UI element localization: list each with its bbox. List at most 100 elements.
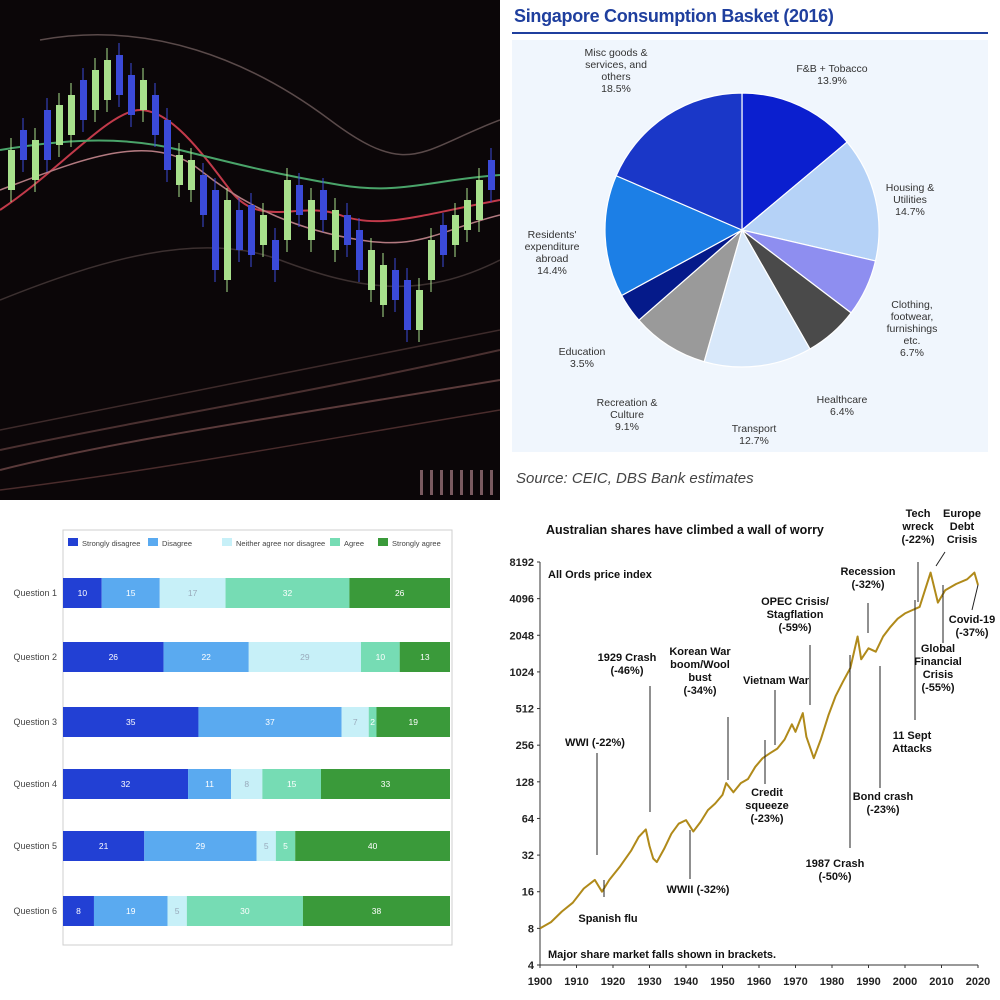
likert-bar-value: 10: [78, 588, 88, 598]
candle-body: [32, 140, 39, 180]
category-label: Question 1: [13, 588, 57, 598]
category-label: Question 6: [13, 906, 57, 916]
candle-body: [404, 280, 411, 330]
background-trend-line: [39, 34, 500, 156]
candle-body: [236, 210, 243, 250]
likert-bar-value: 22: [201, 652, 211, 662]
pie-slice: [703, 228, 811, 368]
pie-chart-panel: Singapore Consumption Basket (2016) F&B …: [500, 0, 1000, 500]
likert-bar-segment: [63, 578, 102, 608]
likert-bar-segment: [248, 642, 361, 672]
likert-bar-segment: [186, 896, 303, 926]
likert-bar-segment: [93, 896, 168, 926]
pie-slice-label: Healthcare 6.4%: [817, 394, 868, 418]
candle-body: [152, 95, 159, 135]
legend-swatch: [330, 538, 340, 546]
candle-body: [212, 190, 219, 270]
pie-slice: [615, 92, 743, 231]
candle-body: [440, 225, 447, 255]
pie-slice: [604, 174, 744, 297]
pie-slice: [740, 141, 880, 262]
event-annotation: 1929 Crash (-46%): [598, 652, 657, 677]
likert-bar-segment: [231, 769, 263, 799]
background-trend-line: [0, 409, 500, 491]
volume-bar: [470, 470, 473, 495]
likert-bar-value: 19: [126, 906, 136, 916]
volume-bar: [480, 470, 483, 495]
event-annotation: Spanish flu: [578, 913, 637, 925]
candle-body: [296, 185, 303, 215]
likert-bar-value: 5: [264, 841, 269, 851]
legend-label: Strongly disagree: [82, 539, 140, 548]
likert-bar-segment: [225, 578, 350, 608]
candle-body: [68, 95, 75, 135]
category-label: Question 2: [13, 652, 57, 662]
event-annotation: Vietnam War: [743, 675, 810, 687]
x-tick-label: 1940: [674, 976, 698, 988]
category-label: Question 5: [13, 841, 57, 851]
x-tick-label: 1960: [747, 976, 771, 988]
moving-average-red-line: [0, 108, 500, 223]
likert-bar-value: 2: [370, 717, 375, 727]
event-annotation: 1987 Crash (-50%): [806, 858, 865, 883]
event-annotation: Tech wreck (-22%): [901, 508, 934, 546]
likert-bar-value: 26: [109, 652, 119, 662]
event-annotation: 11 Sept Attacks: [892, 730, 932, 755]
likert-bar-segment: [341, 707, 369, 737]
candlestick-chart: [0, 34, 500, 495]
candle-body: [104, 60, 111, 100]
australian-shares-line-chart: 4 8 16 32 64 128 256 512 1024 2048 4096 8192 1900 191…: [510, 508, 996, 988]
x-tick-label: 2010: [929, 976, 953, 988]
likert-bar-value: 37: [265, 717, 275, 727]
legend-label: Strongly agree: [392, 539, 441, 548]
pie-slice-label: Transport 12.7%: [732, 423, 777, 447]
likert-bar-value: 32: [121, 779, 131, 789]
y-tick-label: 2048: [510, 630, 534, 642]
likert-bar-value: 29: [196, 841, 206, 851]
candle-body: [476, 180, 483, 220]
all-ords-series-line: [539, 571, 979, 930]
candle-body: [272, 240, 279, 270]
likert-bar-value: 19: [409, 717, 419, 727]
annotation-leader-line: [935, 551, 946, 567]
likert-bar-segment: [256, 831, 276, 861]
likert-bar-value: 15: [287, 779, 297, 789]
candlestick-chart-panel: [0, 0, 500, 500]
volume-bar: [440, 470, 443, 495]
y-tick-label: 64: [522, 813, 535, 825]
candle-body: [320, 190, 327, 220]
annotation-leader-line: [971, 584, 979, 611]
legend-label: Neither agree nor disagree: [236, 539, 325, 548]
likert-bar-value: 33: [381, 779, 391, 789]
likert-bar-value: 38: [372, 906, 382, 916]
y-tick-label: 4: [528, 960, 535, 972]
candle-body: [176, 155, 183, 185]
x-tick-label: 1980: [820, 976, 844, 988]
x-tick-label: 1910: [564, 976, 588, 988]
candle-body: [416, 290, 423, 330]
legend-swatch: [378, 538, 388, 546]
event-annotation: WWII (-32%): [667, 884, 730, 896]
likert-bar-segment: [63, 642, 164, 672]
candle-body: [140, 80, 147, 110]
moving-average-green-line: [0, 139, 500, 190]
likert-bar-segment: [144, 831, 257, 861]
likert-bar-segment: [275, 831, 296, 861]
x-tick-label: 2020: [966, 976, 990, 988]
likert-stacked-bar-chart: Strongly disagree Disagree Neither agree n…: [13, 529, 453, 946]
pie-slice-label: Housing & Utilities 14.7%: [886, 182, 934, 218]
y-tick-label: 256: [516, 740, 534, 752]
likert-bar-segment: [302, 896, 450, 926]
legend-swatch: [148, 538, 158, 546]
likert-bar-value: 10: [376, 652, 386, 662]
likert-bar-value: 5: [175, 906, 180, 916]
pie-slice-label: Clothing, footwear, furnishings etc. 6.7%: [887, 299, 938, 359]
candle-body: [164, 120, 171, 170]
legend-swatch: [222, 538, 232, 546]
likert-bar-value: 29: [300, 652, 310, 662]
candle-body: [80, 80, 87, 120]
x-tick-label: 1990: [856, 976, 880, 988]
event-annotation: Europe Debt Crisis: [943, 508, 981, 546]
likert-bar-segment: [63, 707, 199, 737]
likert-bar-segment: [295, 831, 450, 861]
